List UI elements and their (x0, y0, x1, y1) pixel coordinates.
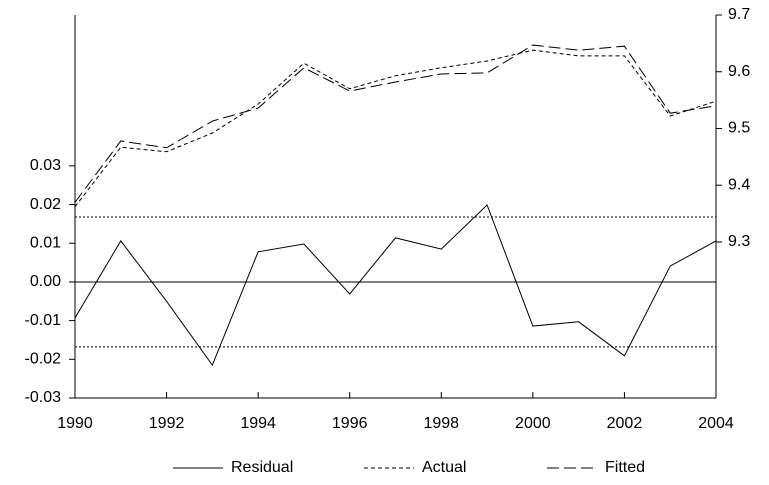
x-tick-label: 2000 (515, 415, 551, 432)
series-line (74, 44, 717, 203)
y-tick-label: 0.00 (30, 273, 61, 290)
y2-tick-label: 9.6 (728, 63, 750, 80)
y-tick-label: 0.02 (30, 196, 61, 213)
y-tick-label: -0.03 (25, 389, 62, 406)
x-tick-label: 1992 (149, 415, 185, 432)
y2-tick-label: 9.5 (728, 120, 750, 137)
legend-label: Fitted (605, 459, 645, 476)
y2-tick-label: 9.3 (728, 233, 750, 250)
legend-label: Residual (231, 459, 293, 476)
series-line (74, 204, 717, 367)
y-tick-label: 0.01 (30, 234, 61, 251)
y2-tick-label: 9.7 (728, 6, 750, 23)
y-tick-label: 0.03 (30, 157, 61, 174)
x-tick-label: 1996 (332, 415, 368, 432)
y-tick-label: -0.01 (25, 312, 62, 329)
x-tick-label: 1994 (240, 415, 276, 432)
x-tick-label: 1990 (57, 415, 93, 432)
x-tick-label: 1998 (423, 415, 459, 432)
legend-label: Actual (422, 459, 466, 476)
y2-tick-label: 9.4 (728, 176, 750, 193)
x-tick-label: 2004 (698, 415, 734, 432)
y-tick-label: -0.02 (25, 351, 62, 368)
series-line (74, 49, 717, 208)
x-tick-label: 2002 (607, 415, 643, 432)
